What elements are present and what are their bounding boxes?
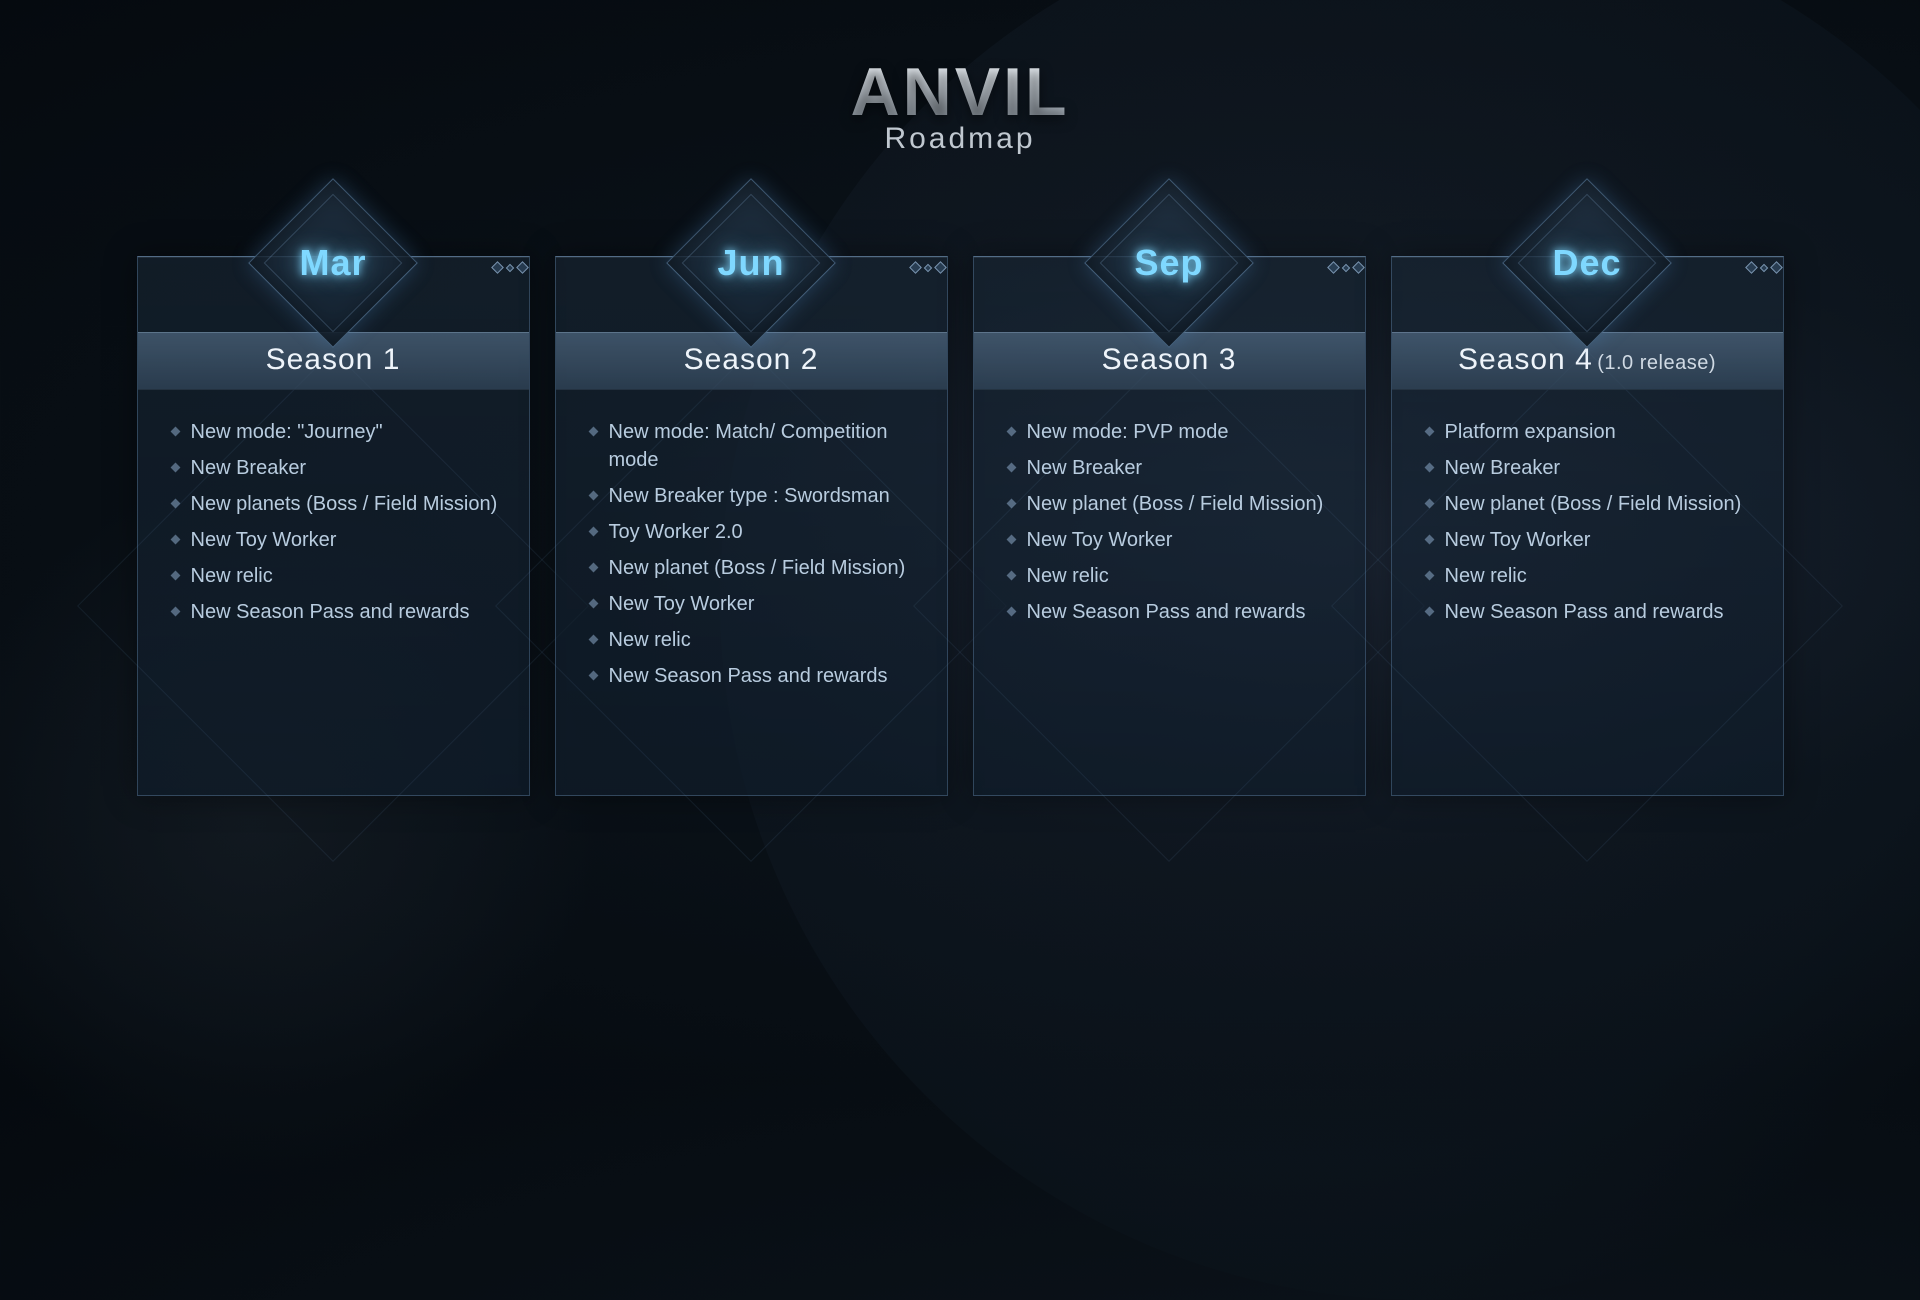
- connector-decoration: [493, 263, 527, 272]
- header: ANVIL Roadmap: [0, 58, 1920, 156]
- bullet-icon: [1424, 571, 1434, 581]
- bullet-icon: [588, 671, 598, 681]
- list-item: New relic: [1426, 562, 1757, 590]
- list-item: New Breaker: [1008, 454, 1339, 482]
- month-label: Dec: [1552, 242, 1621, 284]
- bullet-icon: [170, 535, 180, 545]
- season-items: New mode: PVP mode New Breaker New plane…: [974, 390, 1365, 654]
- list-item: New relic: [590, 626, 921, 654]
- bullet-icon: [1424, 499, 1434, 509]
- roadmap-columns: Mar Season 1 New mode: "Journey" New Bre…: [0, 256, 1920, 796]
- list-item: New Season Pass and rewards: [1426, 598, 1757, 626]
- list-item: New Season Pass and rewards: [1008, 598, 1339, 626]
- bullet-icon: [1006, 499, 1016, 509]
- bullet-icon: [170, 499, 180, 509]
- connector-decoration: [1329, 263, 1363, 272]
- month-badge: Dec: [1502, 178, 1672, 348]
- list-item: New Toy Worker: [590, 590, 921, 618]
- roadmap-column: Jun Season 2 New mode: Match/ Competitio…: [555, 256, 948, 796]
- season-items: Platform expansion New Breaker New plane…: [1392, 390, 1783, 654]
- month-badge: Mar: [248, 178, 418, 348]
- bullet-icon: [1424, 535, 1434, 545]
- list-item: New planets (Boss / Field Mission): [172, 490, 503, 518]
- roadmap-column: Sep Season 3 New mode: PVP mode New Brea…: [973, 256, 1366, 796]
- list-item: New Breaker: [1426, 454, 1757, 482]
- month-label: Mar: [299, 242, 366, 284]
- page-subtitle: Roadmap: [0, 122, 1920, 156]
- list-item: New Season Pass and rewards: [172, 598, 503, 626]
- list-item: New Toy Worker: [1008, 526, 1339, 554]
- month-label: Jun: [717, 242, 784, 284]
- list-item: New relic: [172, 562, 503, 590]
- list-item: New mode: "Journey": [172, 418, 503, 446]
- bullet-icon: [1006, 463, 1016, 473]
- list-item: Platform expansion: [1426, 418, 1757, 446]
- bullet-icon: [588, 563, 598, 573]
- list-item: New Breaker: [172, 454, 503, 482]
- bullet-icon: [1424, 463, 1434, 473]
- bullet-icon: [170, 571, 180, 581]
- bullet-icon: [588, 599, 598, 609]
- list-item: New mode: Match/ Competition mode: [590, 418, 921, 474]
- connector-decoration: [911, 263, 945, 272]
- roadmap-column: Mar Season 1 New mode: "Journey" New Bre…: [137, 256, 530, 796]
- bullet-icon: [588, 491, 598, 501]
- bullet-icon: [588, 635, 598, 645]
- month-badge: Jun: [666, 178, 836, 348]
- list-item: New planet (Boss / Field Mission): [1008, 490, 1339, 518]
- bullet-icon: [170, 427, 180, 437]
- page-title: ANVIL: [0, 58, 1920, 126]
- bullet-icon: [1424, 607, 1434, 617]
- list-item: New Season Pass and rewards: [590, 662, 921, 690]
- bullet-icon: [170, 463, 180, 473]
- list-item: New Toy Worker: [172, 526, 503, 554]
- bullet-icon: [588, 527, 598, 537]
- month-label: Sep: [1134, 242, 1203, 284]
- list-item: New Breaker type : Swordsman: [590, 482, 921, 510]
- list-item: New relic: [1008, 562, 1339, 590]
- bullet-icon: [588, 427, 598, 437]
- season-items: New mode: Match/ Competition mode New Br…: [556, 390, 947, 718]
- season-items: New mode: "Journey" New Breaker New plan…: [138, 390, 529, 654]
- bullet-icon: [170, 607, 180, 617]
- season-note: (1.0 release): [1597, 352, 1716, 374]
- bullet-icon: [1006, 571, 1016, 581]
- month-badge: Sep: [1084, 178, 1254, 348]
- bullet-icon: [1424, 427, 1434, 437]
- bullet-icon: [1006, 535, 1016, 545]
- list-item: New planet (Boss / Field Mission): [1426, 490, 1757, 518]
- list-item: New planet (Boss / Field Mission): [590, 554, 921, 582]
- list-item: Toy Worker 2.0: [590, 518, 921, 546]
- list-item: New mode: PVP mode: [1008, 418, 1339, 446]
- connector-decoration: [1747, 263, 1781, 272]
- bullet-icon: [1006, 607, 1016, 617]
- list-item: New Toy Worker: [1426, 526, 1757, 554]
- roadmap-column: Dec Season 4 (1.0 release) Platform expa…: [1391, 256, 1784, 796]
- bullet-icon: [1006, 427, 1016, 437]
